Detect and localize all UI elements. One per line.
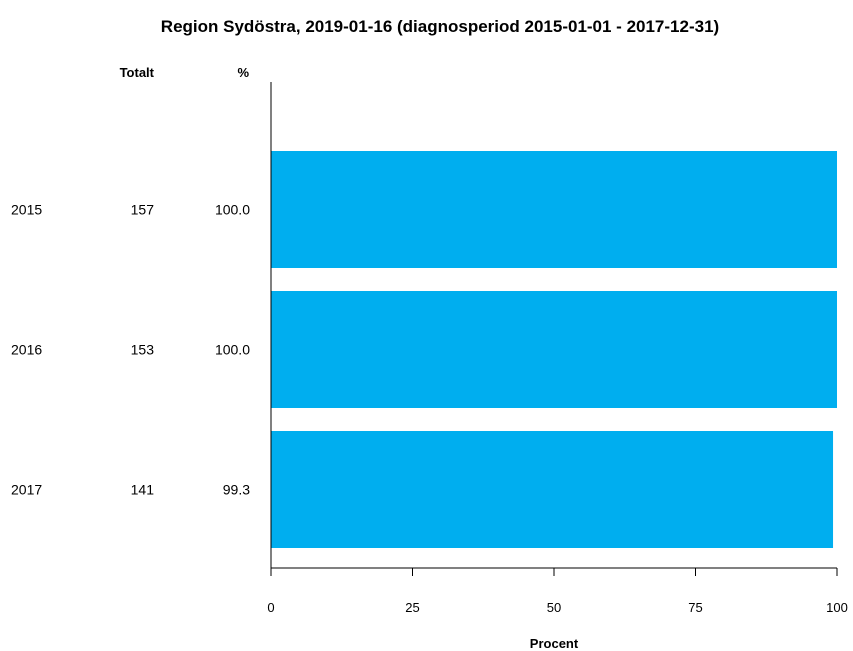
row-percent-value: 100.0 xyxy=(215,342,250,358)
row-percent-value: 100.0 xyxy=(215,202,250,218)
table-rows: 2015 157 100.0 2016 153 100.0 2017 141 99.3 xyxy=(11,202,250,498)
x-tick-label: 100 xyxy=(826,600,848,615)
row-percent-value: 99.3 xyxy=(223,482,250,498)
x-axis: 0 25 50 75 100 xyxy=(267,567,848,615)
header-percent: % xyxy=(237,65,249,80)
row-total-value: 141 xyxy=(131,482,155,498)
chart-title: Region Sydöstra, 2019-01-16 (diagnosperi… xyxy=(161,17,719,36)
x-tick-label: 25 xyxy=(405,600,419,615)
row-year-label: 2015 xyxy=(11,202,42,218)
bars-group xyxy=(271,151,837,548)
bar-2016 xyxy=(271,291,837,408)
header-totalt: Totalt xyxy=(120,65,155,80)
row-year-label: 2016 xyxy=(11,342,42,358)
x-axis-label: Procent xyxy=(530,636,579,651)
bar-2015 xyxy=(271,151,837,268)
row-total-value: 157 xyxy=(131,202,155,218)
x-tick-label: 0 xyxy=(267,600,274,615)
bar-2017 xyxy=(271,431,834,548)
row-year-label: 2017 xyxy=(11,482,42,498)
x-tick-label: 75 xyxy=(688,600,702,615)
x-tick-label: 50 xyxy=(547,600,561,615)
row-total-value: 153 xyxy=(131,342,155,358)
